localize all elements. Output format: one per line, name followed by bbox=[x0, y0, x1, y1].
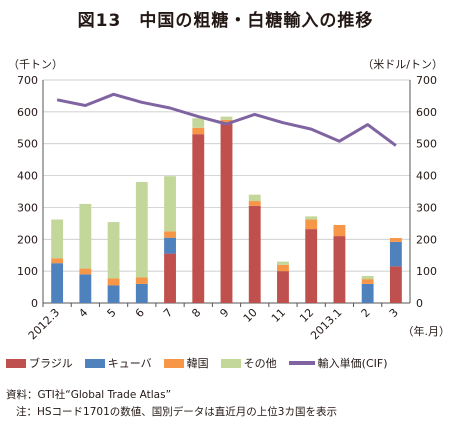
x-tick-label: 2 bbox=[359, 306, 373, 320]
legend-item-cuba: キューバ bbox=[84, 355, 152, 371]
x-tick-label: 5 bbox=[105, 306, 119, 320]
bar-cuba bbox=[79, 274, 92, 303]
legend-item-korea: 韓国 bbox=[163, 355, 209, 371]
legend-label-other: その他 bbox=[243, 357, 277, 370]
bar-other bbox=[135, 181, 148, 278]
legend-label-cuba: キューバ bbox=[107, 357, 152, 370]
bar-korea bbox=[107, 278, 120, 286]
bar-brazil bbox=[277, 271, 289, 303]
bar-brazil bbox=[333, 236, 346, 303]
bar-korea bbox=[135, 277, 148, 284]
y-right-tick-label: 600 bbox=[416, 106, 437, 119]
y-left-tick-label: 600 bbox=[17, 106, 38, 119]
bar-other bbox=[248, 194, 261, 202]
bar-korea bbox=[277, 264, 289, 272]
y-right-tick-label: 0 bbox=[416, 297, 423, 310]
source-note: 資料：GTI社“Global Trade Atlas” bbox=[6, 389, 172, 401]
bar-brazil bbox=[220, 123, 233, 303]
chart-title: 図13 中国の粗糖・白糖輸入の推移 bbox=[77, 11, 374, 31]
x-tick-label: 11 bbox=[269, 306, 288, 325]
legend-label-brazil: ブラジル bbox=[29, 357, 73, 370]
y-left-tick-label: 200 bbox=[17, 233, 38, 246]
y-right-tick-label: 500 bbox=[416, 138, 437, 151]
bar-korea bbox=[248, 201, 261, 206]
y-left-tick-label: 700 bbox=[17, 74, 38, 87]
bar-brazil bbox=[248, 205, 261, 303]
footnote: 注：HSコード1701の数値、国別データは直近月の上位3カ国を表示 bbox=[16, 406, 337, 418]
y-right-tick-label: 400 bbox=[416, 170, 437, 183]
legend-swatch-brazil bbox=[6, 358, 26, 368]
x-tick-label: 12 bbox=[297, 306, 316, 325]
bar-korea bbox=[389, 238, 402, 242]
bar-other bbox=[220, 116, 233, 120]
legend-swatch-other bbox=[220, 358, 241, 368]
chart-plot: 0 100 200 300 400 500 600 700 0 100 200 300 400 500 60… bbox=[17, 74, 451, 342]
bar-other bbox=[107, 222, 120, 279]
bar-other bbox=[79, 203, 92, 269]
bar-cuba bbox=[135, 283, 148, 303]
y-right-tick-label: 200 bbox=[416, 233, 437, 246]
x-tick-label: 8 bbox=[189, 306, 203, 320]
x-axis-unit: （年.月） bbox=[403, 324, 451, 338]
x-tick-label: 3 bbox=[387, 306, 401, 320]
bar-other bbox=[164, 176, 176, 232]
bar-korea bbox=[79, 268, 92, 275]
left-axis-unit: （千トン） bbox=[8, 58, 63, 71]
bar-brazil bbox=[305, 229, 318, 303]
bar-brazil bbox=[192, 134, 205, 303]
bar-cuba bbox=[164, 237, 176, 254]
bar-cuba bbox=[361, 283, 374, 303]
bar-korea bbox=[192, 127, 205, 135]
bar-korea bbox=[220, 119, 233, 124]
bar-korea bbox=[361, 279, 374, 284]
legend-item-price: 輸入単価(CIF) bbox=[288, 355, 388, 371]
legend-label-korea: 韓国 bbox=[186, 357, 209, 370]
bar-cuba bbox=[51, 263, 64, 303]
y-left-tick-label: 100 bbox=[17, 265, 38, 278]
y-right-tick-label: 100 bbox=[416, 265, 437, 278]
bar-other bbox=[305, 216, 318, 220]
legend-swatch-cuba bbox=[84, 358, 105, 368]
bar-other bbox=[192, 118, 205, 128]
bar-korea bbox=[164, 231, 176, 238]
y-left-tick-label: 0 bbox=[31, 297, 38, 310]
legend-swatch-korea bbox=[163, 358, 184, 368]
bar-other bbox=[51, 219, 64, 259]
right-axis-unit: （米ドル/トン） bbox=[362, 58, 443, 71]
legend-swatch-price bbox=[288, 361, 315, 365]
bar-brazil bbox=[389, 266, 402, 303]
x-tick-label: 2012.3 bbox=[26, 306, 62, 342]
y-left-tick-label: 500 bbox=[17, 138, 38, 151]
bar-cuba bbox=[107, 285, 120, 303]
x-tick-label: 4 bbox=[76, 306, 90, 320]
x-tick-label: 9 bbox=[217, 306, 231, 320]
x-tick-label: 7 bbox=[161, 306, 175, 320]
x-tick-label: 2013.1 bbox=[308, 306, 344, 342]
bar-korea bbox=[333, 224, 346, 237]
y-left-tick-label: 400 bbox=[17, 170, 38, 183]
bar-korea bbox=[51, 258, 64, 264]
y-left-tick-label: 300 bbox=[17, 201, 38, 214]
y-right-tick-label: 300 bbox=[416, 201, 437, 214]
bar-brazil bbox=[164, 253, 176, 303]
legend-label-price: 輸入単価(CIF) bbox=[317, 357, 388, 370]
bar-other bbox=[277, 261, 289, 265]
line-price bbox=[56, 92, 397, 147]
x-tick-label: 6 bbox=[133, 306, 147, 320]
bar-korea bbox=[305, 219, 318, 230]
bar-other bbox=[361, 275, 374, 280]
chart-legend: ブラジル キューバ 韓国 その他 輸入単価(CIF) bbox=[6, 355, 451, 371]
legend-item-brazil: ブラジル bbox=[6, 355, 73, 371]
y-right-tick-label: 700 bbox=[416, 74, 437, 87]
x-tick-label: 10 bbox=[241, 306, 260, 325]
bar-cuba bbox=[389, 241, 402, 267]
legend-item-other: その他 bbox=[220, 355, 277, 371]
